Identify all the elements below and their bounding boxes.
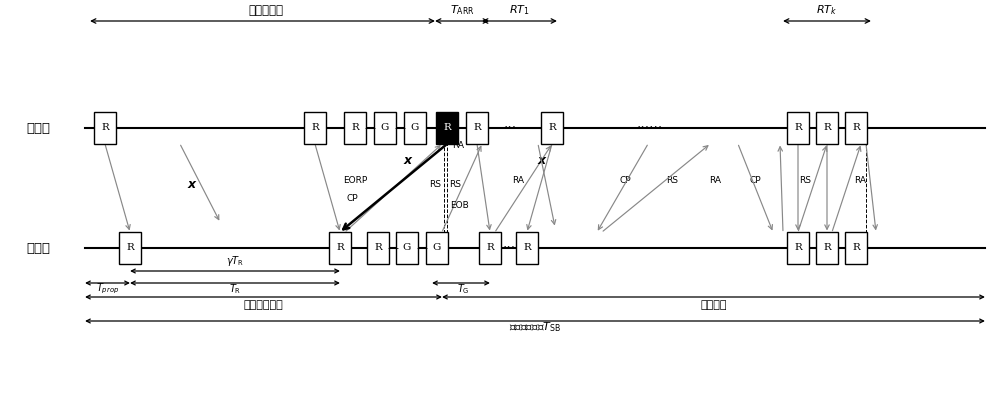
Text: R: R — [486, 243, 494, 253]
Text: $RT_k$: $RT_k$ — [816, 3, 838, 17]
Text: R: R — [823, 123, 831, 133]
Text: 发送端: 发送端 — [26, 121, 50, 135]
FancyBboxPatch shape — [845, 232, 867, 264]
Text: ---: --- — [353, 243, 365, 253]
Text: CP: CP — [346, 193, 358, 202]
FancyBboxPatch shape — [304, 112, 326, 144]
Text: x: x — [188, 179, 196, 191]
FancyBboxPatch shape — [329, 232, 351, 264]
FancyBboxPatch shape — [436, 112, 458, 144]
Text: R: R — [473, 123, 481, 133]
FancyBboxPatch shape — [479, 232, 501, 264]
FancyBboxPatch shape — [119, 232, 141, 264]
Text: EOB: EOB — [451, 201, 469, 210]
FancyBboxPatch shape — [787, 112, 809, 144]
Text: $T_{\mathrm{ARR}}$: $T_{\mathrm{ARR}}$ — [450, 3, 474, 17]
Text: R: R — [523, 243, 531, 253]
Text: ---: --- — [364, 123, 376, 133]
Text: R: R — [101, 123, 109, 133]
Text: G: G — [403, 243, 411, 253]
Text: G: G — [381, 123, 389, 133]
Text: ······: ······ — [637, 121, 663, 135]
Text: RA: RA — [854, 177, 866, 185]
Text: RA: RA — [709, 177, 721, 185]
Text: R: R — [351, 123, 359, 133]
Text: R: R — [336, 243, 344, 253]
Text: R: R — [794, 123, 802, 133]
FancyBboxPatch shape — [367, 232, 389, 264]
Text: ---: --- — [394, 123, 406, 133]
Text: $RT_1$: $RT_1$ — [509, 3, 530, 17]
Text: -------: ------- — [186, 123, 214, 133]
FancyBboxPatch shape — [516, 232, 538, 264]
FancyBboxPatch shape — [374, 112, 396, 144]
Text: 文件传输时间$T_{\mathrm{SB}}$: 文件传输时间$T_{\mathrm{SB}}$ — [509, 320, 561, 334]
Text: $T_{\mathrm{R}}$: $T_{\mathrm{R}}$ — [229, 282, 241, 296]
Text: R: R — [548, 123, 556, 133]
FancyBboxPatch shape — [396, 232, 418, 264]
Text: ···: ··· — [502, 241, 516, 255]
Text: x: x — [538, 154, 546, 168]
Text: R: R — [794, 243, 802, 253]
Text: CP: CP — [749, 177, 761, 185]
Text: x: x — [404, 154, 412, 168]
FancyBboxPatch shape — [787, 232, 809, 264]
Text: 文件数据块: 文件数据块 — [248, 4, 284, 17]
Text: $T_{\mathrm{G}}$: $T_{\mathrm{G}}$ — [457, 282, 470, 296]
Text: ---: --- — [387, 243, 399, 253]
Text: G: G — [411, 123, 419, 133]
Text: CP: CP — [619, 177, 631, 185]
Text: -------: ------- — [211, 243, 239, 253]
FancyBboxPatch shape — [816, 232, 838, 264]
Text: R: R — [126, 243, 134, 253]
Text: ---: --- — [329, 123, 341, 133]
Text: $T_{prop}$: $T_{prop}$ — [96, 282, 119, 296]
Text: RS: RS — [799, 177, 811, 185]
Text: $\gamma T_{\mathrm{R}}$: $\gamma T_{\mathrm{R}}$ — [226, 254, 244, 268]
FancyBboxPatch shape — [845, 112, 867, 144]
FancyBboxPatch shape — [404, 112, 426, 144]
Text: EORP: EORP — [343, 177, 367, 185]
Text: RS: RS — [449, 181, 461, 189]
Text: R: R — [374, 243, 382, 253]
Text: RA: RA — [512, 177, 524, 185]
FancyBboxPatch shape — [816, 112, 838, 144]
Text: RS: RS — [429, 181, 441, 189]
Text: R: R — [852, 123, 860, 133]
Text: G: G — [433, 243, 441, 253]
Text: R: R — [311, 123, 319, 133]
Text: RA: RA — [452, 141, 464, 150]
FancyBboxPatch shape — [94, 112, 116, 144]
FancyBboxPatch shape — [466, 112, 488, 144]
FancyBboxPatch shape — [344, 112, 366, 144]
Text: RS: RS — [666, 177, 678, 185]
FancyBboxPatch shape — [541, 112, 563, 144]
Text: 初次发送阶段: 初次发送阶段 — [244, 300, 283, 310]
Text: R: R — [443, 123, 451, 133]
Text: 重传阶段: 重传阶段 — [700, 300, 727, 310]
Text: 接收端: 接收端 — [26, 241, 50, 255]
Text: R: R — [823, 243, 831, 253]
FancyBboxPatch shape — [426, 232, 448, 264]
Text: ---: --- — [416, 243, 428, 253]
Text: ···: ··· — [503, 121, 517, 135]
Text: R: R — [852, 243, 860, 253]
